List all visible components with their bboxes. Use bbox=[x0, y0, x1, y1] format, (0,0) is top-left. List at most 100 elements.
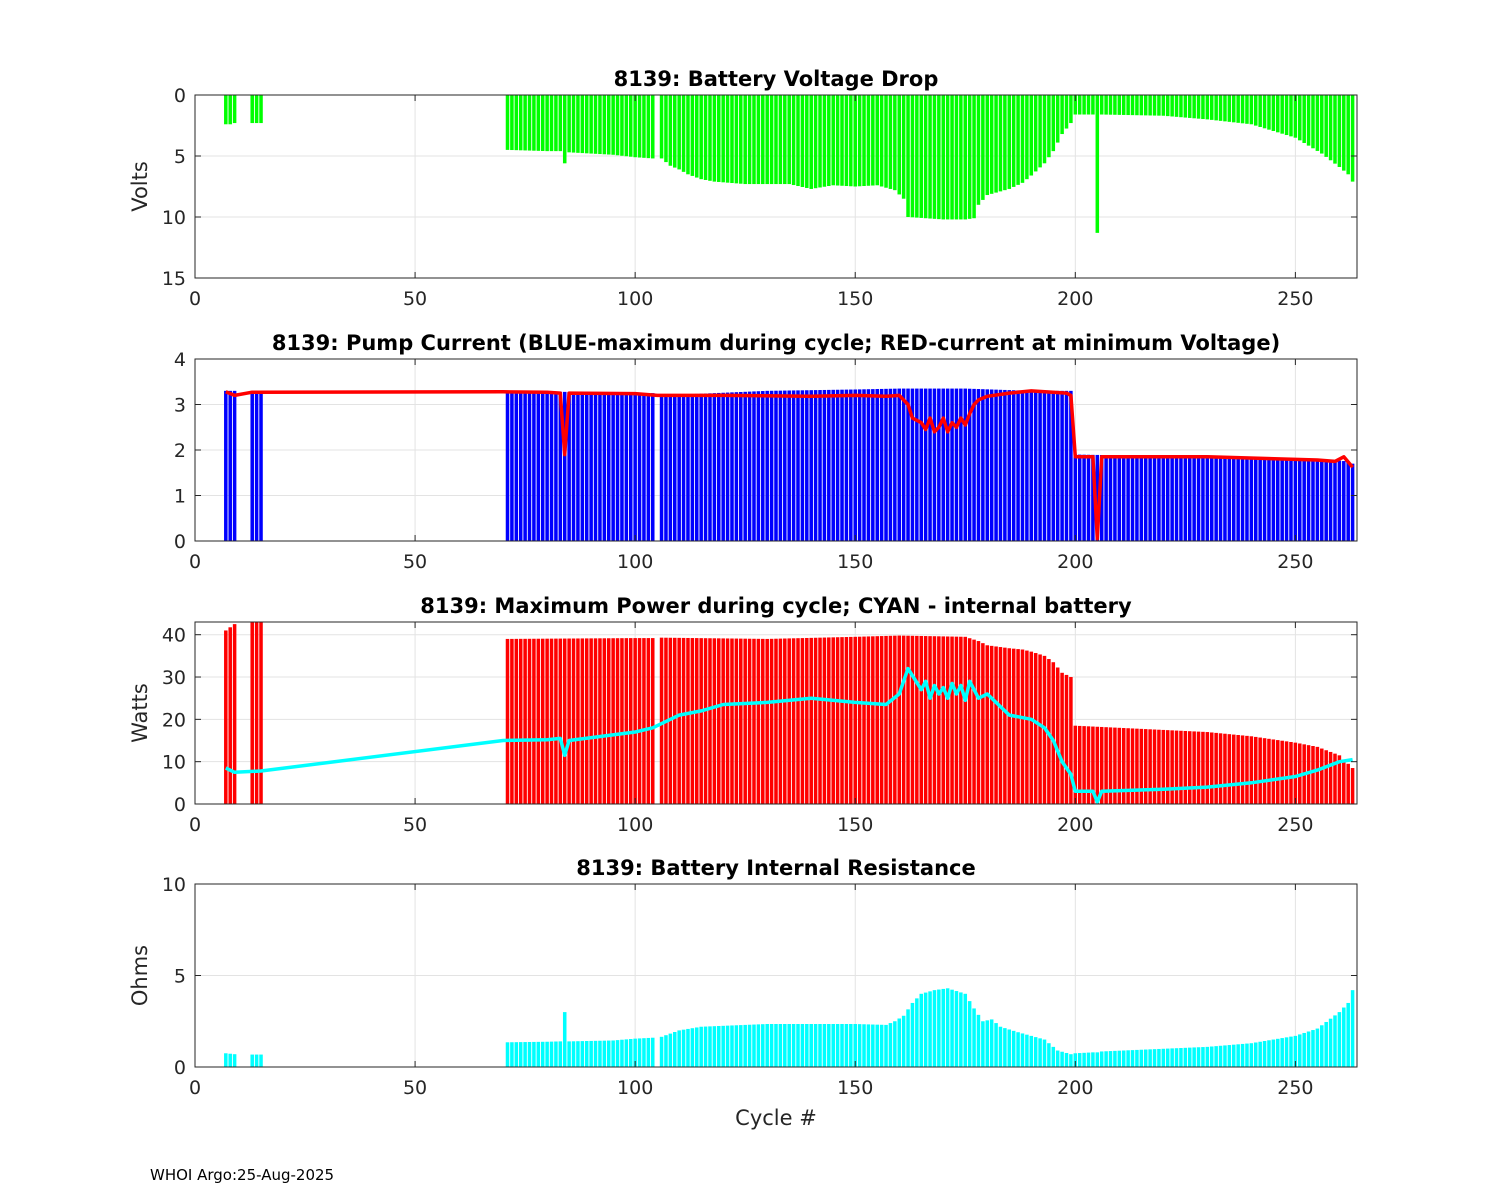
bar-cycle-124 bbox=[739, 95, 743, 184]
bar-cycle-247 bbox=[1280, 1038, 1284, 1067]
bar-cycle-174 bbox=[959, 95, 963, 220]
bar-cycle-163 bbox=[910, 95, 915, 218]
bar-cycle-172 bbox=[950, 989, 954, 1067]
bar-cycle-172 bbox=[950, 636, 954, 804]
bar-cycle-145 bbox=[831, 637, 835, 804]
y-tick-label: 0 bbox=[174, 794, 186, 816]
bar-cycle-202 bbox=[1082, 1052, 1086, 1067]
bar-cycle-161 bbox=[901, 635, 906, 804]
bar-cycle-161 bbox=[901, 1015, 906, 1067]
bar-cycle-106 bbox=[659, 1036, 664, 1067]
bar-cycle-98 bbox=[624, 638, 629, 804]
bar-cycle-245 bbox=[1271, 739, 1276, 804]
bar-cycle-92 bbox=[598, 1040, 602, 1067]
bar-cycle-154 bbox=[871, 95, 875, 186]
x-tick-label: 200 bbox=[1057, 288, 1093, 310]
bar-cycle-184 bbox=[1003, 95, 1007, 191]
bar-cycle-205 bbox=[1095, 726, 1100, 804]
bar-cycle-155 bbox=[875, 1024, 879, 1067]
bar-cycle-92 bbox=[598, 638, 602, 804]
bar-cycle-80 bbox=[545, 1041, 549, 1067]
bar-cycle-103 bbox=[646, 638, 651, 804]
bar-cycle-168 bbox=[932, 95, 937, 219]
bar-cycle-142 bbox=[818, 390, 822, 541]
bar-cycle-125 bbox=[743, 1024, 747, 1067]
bar-cycle-152 bbox=[862, 1024, 866, 1067]
bar-cycle-167 bbox=[928, 95, 932, 219]
bar-cycle-167 bbox=[928, 388, 932, 541]
bar-cycle-236 bbox=[1231, 95, 1236, 123]
bar-cycle-250 bbox=[1293, 95, 1298, 138]
bar-cycle-256 bbox=[1320, 1025, 1324, 1067]
bar-cycle-129 bbox=[761, 391, 765, 541]
bar-cycle-102 bbox=[642, 638, 646, 804]
bar-cycle-75 bbox=[523, 638, 527, 804]
bar-cycle-167 bbox=[928, 991, 932, 1067]
bar-cycle-206 bbox=[1099, 455, 1104, 541]
bar-cycle-226 bbox=[1187, 731, 1192, 804]
bar-cycle-111 bbox=[681, 394, 686, 541]
bar-cycle-189 bbox=[1025, 390, 1029, 541]
bar-cycle-251 bbox=[1298, 458, 1302, 541]
bar-cycle-149 bbox=[849, 95, 853, 187]
bar-cycle-242 bbox=[1258, 737, 1262, 804]
bar-cycle-97 bbox=[620, 1039, 624, 1067]
bar-cycle-250 bbox=[1293, 458, 1298, 541]
x-tick-label: 0 bbox=[189, 551, 201, 573]
bar-cycle-142 bbox=[818, 1023, 822, 1067]
x-tick-label: 0 bbox=[189, 814, 201, 836]
y-axis-label: Watts bbox=[128, 683, 152, 743]
bar-cycle-71 bbox=[505, 390, 510, 541]
bar-cycle-222 bbox=[1170, 730, 1174, 804]
bar-cycle-249 bbox=[1289, 95, 1293, 137]
bar-cycle-82 bbox=[554, 391, 558, 541]
bar-cycle-245 bbox=[1271, 458, 1276, 541]
bar-cycle-125 bbox=[743, 391, 747, 541]
bar-cycle-139 bbox=[805, 390, 809, 541]
bar-cycle-177 bbox=[972, 95, 976, 219]
bar-cycle-182 bbox=[994, 646, 998, 804]
bar-cycle-199 bbox=[1069, 1054, 1073, 1067]
bar-cycle-107 bbox=[664, 395, 668, 541]
bar-cycle-72 bbox=[510, 390, 514, 541]
bar-cycle-253 bbox=[1306, 1031, 1311, 1067]
bar-cycle-243 bbox=[1262, 1041, 1267, 1067]
bar-cycle-149 bbox=[849, 389, 853, 541]
bar-cycle-112 bbox=[686, 95, 690, 175]
bar-cycle-187 bbox=[1016, 1032, 1020, 1067]
bar-cycle-104 bbox=[650, 393, 655, 541]
bar-cycle-98 bbox=[624, 95, 629, 157]
bar-cycle-244 bbox=[1267, 738, 1271, 804]
bar-cycle-9 bbox=[232, 95, 237, 124]
bar-cycle-239 bbox=[1245, 95, 1249, 124]
bar-cycle-158 bbox=[888, 1023, 893, 1067]
bar-cycle-164 bbox=[915, 388, 919, 541]
bar-cycle-135 bbox=[787, 638, 791, 804]
bar-cycle-262 bbox=[1346, 1002, 1350, 1067]
bar-cycle-100 bbox=[633, 95, 637, 158]
bar-cycle-165 bbox=[919, 388, 924, 541]
bar-cycle-189 bbox=[1025, 95, 1029, 180]
bar-cycle-161 bbox=[901, 95, 906, 199]
bar-cycle-160 bbox=[897, 95, 902, 195]
bar-cycle-78 bbox=[536, 95, 541, 151]
bar-cycle-143 bbox=[822, 95, 827, 187]
bar-cycle-155 bbox=[875, 389, 879, 541]
bar-cycle-80 bbox=[545, 638, 549, 804]
bar-cycle-95 bbox=[611, 392, 615, 541]
chart-panel-4: 0 50 100 150 200 250 0 5 10 8139: Battery Interna… bbox=[128, 856, 1358, 1130]
bar-cycle-107 bbox=[664, 1035, 668, 1067]
bar-cycle-253 bbox=[1306, 745, 1311, 804]
x-tick-label: 0 bbox=[189, 1077, 201, 1099]
bar-cycle-179 bbox=[981, 95, 985, 200]
bar-cycle-180 bbox=[985, 389, 990, 541]
bar-cycle-109 bbox=[673, 637, 677, 804]
bar-cycle-263 bbox=[1350, 95, 1355, 182]
bar-cycle-129 bbox=[761, 95, 765, 185]
bar-cycle-223 bbox=[1174, 95, 1179, 117]
bar-cycle-136 bbox=[791, 95, 796, 186]
bar-cycle-132 bbox=[774, 638, 778, 804]
bar-cycle-134 bbox=[783, 638, 787, 804]
bar-cycle-136 bbox=[791, 1023, 796, 1067]
bar-cycle-116 bbox=[703, 393, 708, 541]
